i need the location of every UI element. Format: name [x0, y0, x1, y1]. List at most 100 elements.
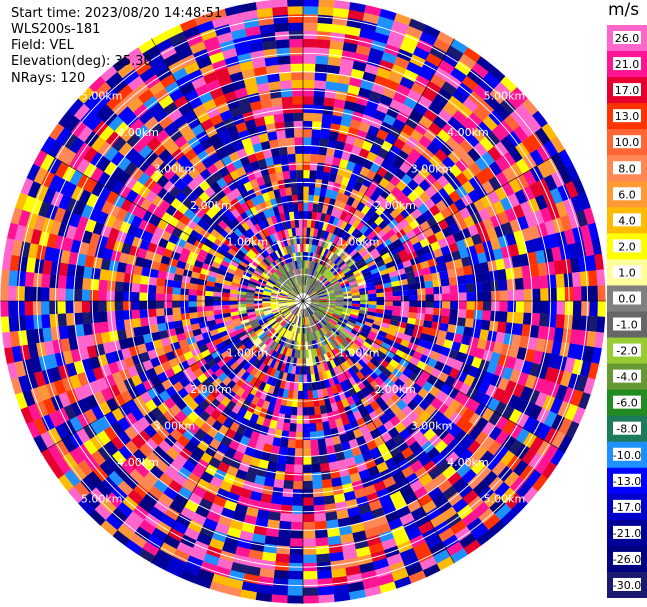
gate: [326, 147, 336, 157]
gate: [257, 82, 270, 93]
gate: [461, 118, 477, 134]
gate: [313, 282, 321, 290]
gate: [337, 132, 348, 143]
gate: [236, 166, 247, 178]
gate: [306, 260, 310, 269]
gate: [286, 447, 296, 457]
gate: [173, 95, 189, 109]
gate: [279, 247, 286, 257]
gate: [172, 38, 190, 53]
gate: [267, 278, 276, 285]
gate: [260, 333, 269, 342]
gate: [203, 35, 220, 49]
gate: [553, 260, 564, 275]
gate: [174, 267, 185, 276]
gate: [332, 216, 340, 227]
gate: [391, 20, 409, 34]
gate: [103, 425, 118, 441]
gate: [220, 334, 231, 342]
gate: [481, 166, 496, 181]
gate: [220, 243, 231, 252]
gate: [314, 220, 321, 230]
gate: [485, 455, 501, 472]
gate: [284, 211, 291, 221]
gate: [534, 392, 548, 408]
gate: [494, 401, 508, 416]
gate: [189, 317, 199, 325]
gate: [243, 514, 257, 526]
gate: [302, 587, 319, 597]
gate: [239, 103, 253, 115]
gate: [326, 351, 333, 361]
gate: [310, 244, 315, 254]
gate: [418, 473, 434, 487]
gate: [385, 203, 396, 215]
gate: [314, 262, 320, 272]
gate: [476, 530, 494, 547]
gate: [194, 207, 206, 219]
gate: [303, 63, 316, 73]
gate: [325, 369, 333, 379]
gate: [139, 239, 151, 251]
gate: [300, 259, 303, 269]
gate: [317, 22, 333, 33]
gate: [202, 490, 217, 504]
gate: [42, 327, 53, 342]
gate: [443, 339, 454, 350]
gate: [468, 412, 482, 427]
gate: [111, 180, 125, 195]
gate: [488, 176, 502, 191]
gate: [213, 238, 224, 248]
gate: [524, 348, 536, 363]
gate: [292, 315, 298, 324]
gate: [263, 288, 272, 293]
gate: [120, 127, 136, 143]
gate: [388, 517, 403, 531]
gate: [500, 75, 518, 93]
gate: [453, 144, 468, 159]
gate: [296, 169, 304, 179]
gate: [502, 419, 516, 436]
gate: [98, 311, 108, 323]
gate: [216, 358, 227, 369]
gate: [521, 137, 537, 154]
gate: [366, 169, 377, 181]
gate: [127, 489, 144, 505]
gate: [70, 348, 82, 363]
gate: [242, 428, 254, 439]
gate: [300, 276, 303, 285]
gate: [108, 115, 124, 132]
gate: [442, 534, 460, 550]
gate: [273, 14, 289, 25]
gate: [79, 476, 97, 493]
gate: [591, 347, 603, 365]
gate: [105, 130, 121, 147]
gate: [508, 423, 524, 440]
gate: [89, 289, 99, 301]
gate: [466, 68, 484, 85]
gate: [424, 173, 438, 187]
gate: [392, 301, 402, 307]
gate: [310, 302, 320, 305]
gate: [253, 213, 263, 224]
gate: [461, 511, 479, 527]
gate: [284, 381, 291, 391]
gate: [287, 153, 296, 163]
gate: [436, 402, 449, 415]
gate: [127, 97, 144, 113]
gate: [285, 282, 293, 290]
gate: [3, 347, 15, 365]
gate: [319, 301, 328, 304]
gate: [158, 390, 171, 403]
gate: [458, 247, 470, 259]
gate: [175, 179, 188, 192]
gate: [114, 465, 130, 481]
gate: [331, 254, 340, 263]
gate: [430, 409, 444, 422]
gate: [345, 25, 362, 37]
colorbar-tick-bg: [613, 109, 641, 123]
gate: [368, 499, 383, 512]
gate: [295, 366, 300, 375]
gate: [134, 335, 145, 346]
gate: [495, 171, 509, 187]
